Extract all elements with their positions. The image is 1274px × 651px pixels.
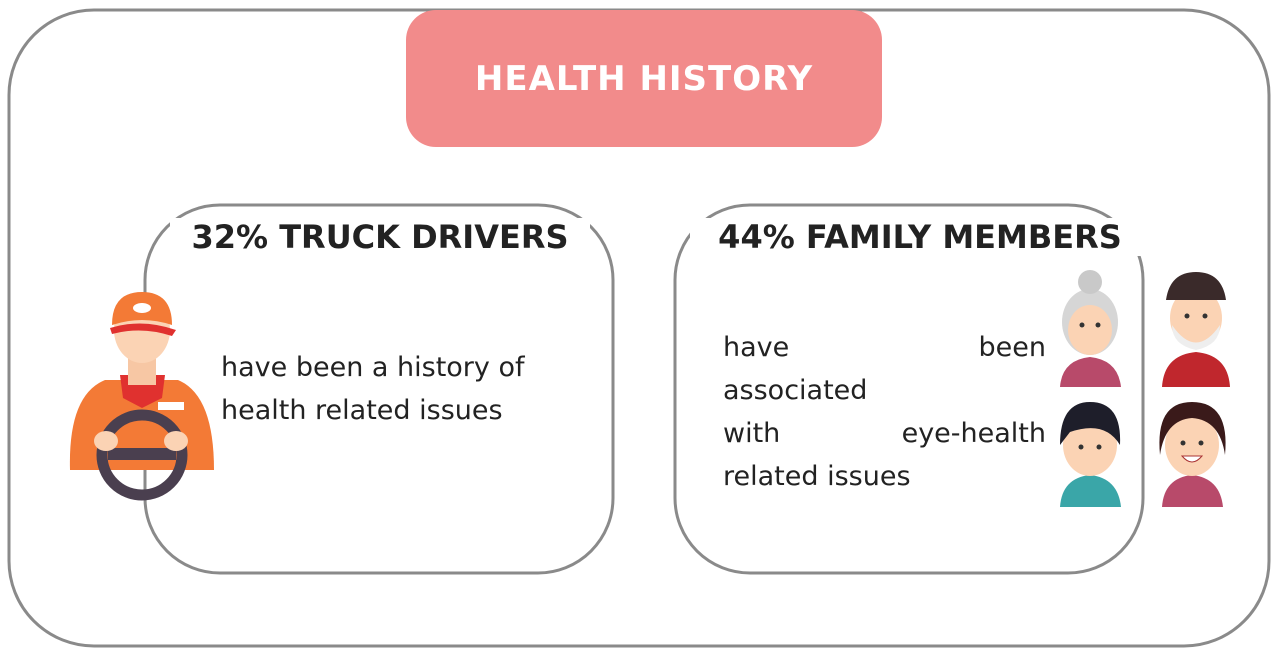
text-line: associated bbox=[723, 369, 1046, 412]
text-line: related issues bbox=[723, 455, 1046, 498]
text-line: have been bbox=[723, 326, 1046, 369]
card-title: 32% TRUCK DRIVERS bbox=[170, 218, 590, 256]
card-title: 44% FAMILY MEMBERS bbox=[690, 218, 1150, 256]
driver-icon bbox=[70, 292, 214, 495]
page-title: HEALTH HISTORY bbox=[406, 10, 882, 147]
infographic: HEALTH HISTORY 32% TRUCK DRIVERS have be… bbox=[0, 0, 1274, 651]
text-line: with eye-health bbox=[723, 412, 1046, 455]
text-line: have been a history of bbox=[221, 346, 525, 389]
family-icons bbox=[1060, 270, 1230, 507]
text-line: health related issues bbox=[221, 389, 525, 432]
